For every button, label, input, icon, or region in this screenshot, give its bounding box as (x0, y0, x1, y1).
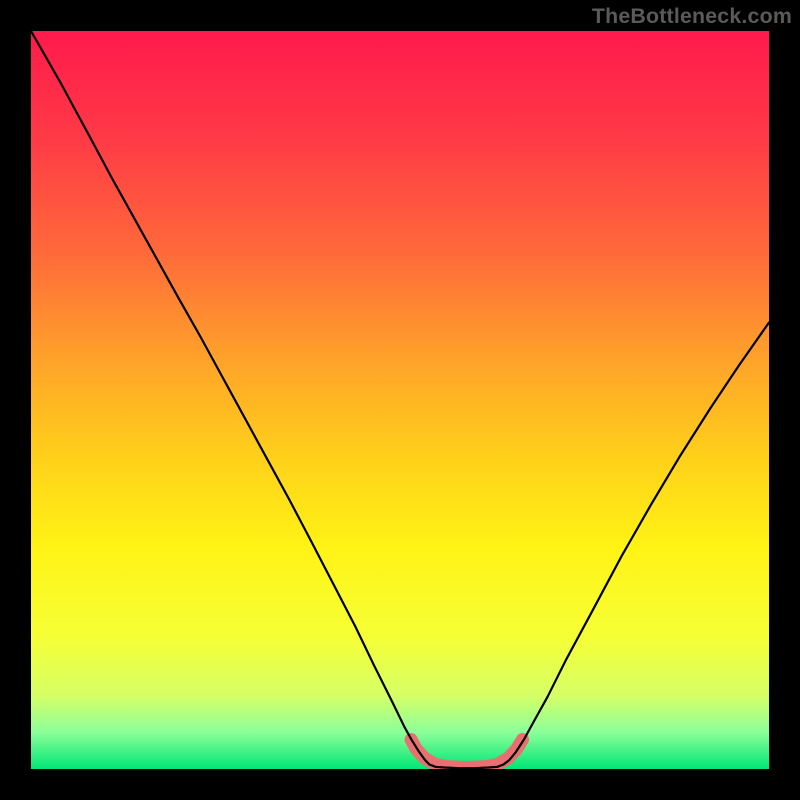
curve-svg (31, 31, 769, 769)
chart-stage: TheBottleneck.com (0, 0, 800, 800)
attribution-text: TheBottleneck.com (592, 4, 792, 29)
bottleneck-curve (31, 31, 769, 768)
plot-area (31, 31, 769, 769)
